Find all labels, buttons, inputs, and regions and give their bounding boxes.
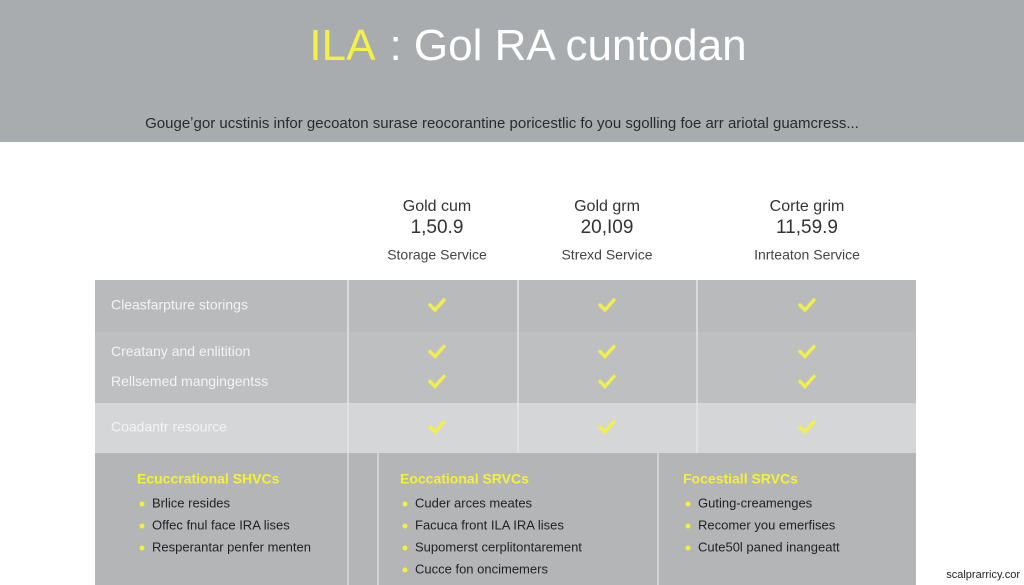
check-icon: [598, 374, 616, 390]
section-item: Facuca front ILA IRA lises: [415, 517, 564, 532]
check-icon: [798, 420, 816, 435]
feature-row: [95, 403, 916, 453]
bullet: [402, 567, 408, 573]
check-icon: [428, 298, 446, 313]
check-icon: [798, 344, 816, 360]
bullet: [139, 501, 145, 507]
section-item: Guting-creamenges: [698, 495, 813, 510]
plan-price: 20,I09: [581, 217, 634, 238]
check-icon: [428, 420, 446, 435]
title-rest: : Gol RA cuntodan: [389, 21, 746, 70]
watermark: scalprarricy.cor: [946, 569, 1020, 581]
watermark-box: [924, 564, 1024, 585]
title-highlight: ILA: [309, 21, 376, 70]
check-icon: [428, 344, 446, 360]
section-item: Offec fnul face IRA lises: [152, 517, 290, 532]
check-icon: [798, 298, 816, 313]
feature-label: Rellsemed mangingentss: [111, 373, 268, 389]
check-icon: [598, 344, 616, 360]
check-icon: [798, 374, 816, 390]
feature-row: [95, 332, 916, 403]
bullet: [139, 523, 145, 529]
bullet: [685, 545, 691, 551]
bullet: [402, 523, 408, 529]
check-icon: [598, 420, 616, 435]
plan-service: Strexd Service: [561, 247, 652, 263]
section-item: Resperantar penfer menten: [152, 539, 311, 554]
plan-service: Storage Service: [387, 247, 487, 263]
bullet: [139, 545, 145, 551]
plan-name: Gold grm: [574, 198, 640, 215]
section-item: Brlice resides: [152, 495, 231, 510]
feature-row: [95, 280, 916, 332]
subtitle: Gougeʼgor ucstinis infor gecoaton surase…: [145, 115, 859, 132]
plan-service: Inrteaton Service: [754, 247, 860, 263]
section-heading: Focestiall SRVCs: [683, 471, 798, 487]
plan-name: Corte grim: [770, 198, 845, 215]
feature-label: Creatany and enlitition: [111, 343, 250, 359]
feature-label: Cleasfarpture storings: [111, 297, 248, 313]
section-item: Recomer you emerfises: [698, 517, 836, 532]
section-item: Cucce fon oncimemers: [415, 561, 548, 576]
bullet: [402, 545, 408, 551]
section-heading: Eoccational SRVCs: [400, 471, 529, 487]
check-icon: [428, 374, 446, 390]
section-heading: Ecuccrational SHVCs: [137, 471, 280, 487]
plan-name: Gold cum: [403, 198, 471, 215]
section-item: Cute50l paned inangeatt: [698, 539, 840, 554]
header-band: [0, 0, 1024, 142]
sections-band: [95, 453, 916, 585]
section-item: Supomerst cerplitontarement: [415, 539, 582, 554]
section-item: Cuder arces meates: [415, 495, 533, 510]
bullet: [685, 523, 691, 529]
feature-label: Coadantr resource: [111, 419, 227, 435]
title: ILA : Gol RA cuntodan: [309, 21, 746, 70]
check-icon: [598, 298, 616, 313]
plan-price: 1,50.9: [411, 217, 464, 238]
plan-price: 11,59.9: [776, 217, 838, 238]
bullet: [402, 501, 408, 507]
bullet: [685, 501, 691, 507]
